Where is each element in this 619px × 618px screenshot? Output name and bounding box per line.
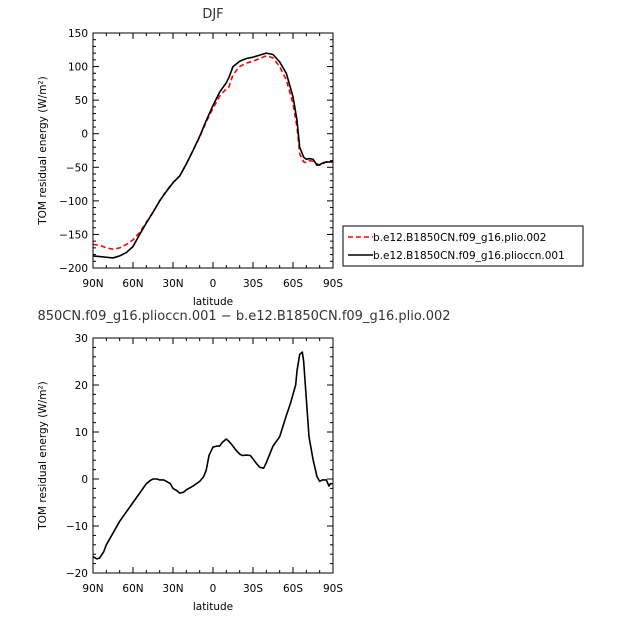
x-tick-label: 30N — [162, 583, 183, 595]
x-tick-label: 60N — [122, 583, 143, 595]
chart-top: DJF 90N 60N 30N 0 30S 60S 90S −200 −150 −100 −50 0 5… — [37, 7, 584, 308]
chart-bottom-title: 850CN.f09_g16.plioccn.001 − b.e12.B1850C… — [37, 309, 450, 324]
y-tick-label: 50 — [75, 95, 88, 107]
chart-bottom-xlabel: latitude — [193, 601, 233, 613]
x-tick-label: 90S — [323, 583, 343, 595]
series-line-0 — [92, 55, 334, 250]
x-tick-label: 60N — [122, 278, 143, 290]
y-tick-label: −50 — [66, 162, 88, 174]
legend-box — [342, 225, 584, 267]
chart-top-title: DJF — [202, 7, 223, 22]
chart-top-frame — [92, 32, 334, 269]
chart-bottom-series — [92, 351, 333, 560]
chart-top-legend: b.e12.B1850CN.f09_g16.plio.002 b.e12.B18… — [342, 225, 584, 267]
legend-label-plioccn: b.e12.B1850CN.f09_g16.plioccn.001 — [373, 250, 565, 262]
chart-top-ticks: 90N 60N 30N 0 30S 60S 90S −200 −150 −100 −50 0 50 100… — [59, 28, 343, 290]
x-tick-label: 0 — [210, 278, 217, 290]
x-tick-label: 60S — [283, 583, 303, 595]
series-line-1 — [92, 52, 334, 259]
y-tick-label: −20 — [66, 568, 88, 580]
x-tick-label: 90S — [323, 278, 343, 290]
chart-top-xlabel: latitude — [193, 296, 233, 308]
chart-bottom-ylabel: TOM residual energy (W/m²) — [37, 381, 49, 531]
chart-bottom: 850CN.f09_g16.plioccn.001 − b.e12.B1850C… — [37, 309, 451, 613]
series-line-0 — [92, 351, 333, 560]
y-tick-label: −150 — [59, 229, 88, 241]
x-tick-label: 90N — [82, 278, 103, 290]
y-tick-label: 20 — [75, 380, 88, 392]
x-tick-label: 30S — [243, 583, 263, 595]
y-tick-label: −100 — [59, 196, 88, 208]
y-tick-label: 0 — [81, 474, 88, 486]
chart-top-series — [92, 52, 334, 259]
y-tick-label: 10 — [75, 427, 88, 439]
chart-bottom-ticks: 90N 60N 30N 0 30S 60S 90S −20 −10 0 10 20 30 — [66, 333, 344, 595]
x-tick-label: 60S — [283, 278, 303, 290]
y-tick-label: 100 — [68, 62, 88, 74]
x-tick-label: 0 — [210, 583, 217, 595]
y-tick-label: 0 — [81, 129, 88, 141]
x-tick-label: 90N — [82, 583, 103, 595]
legend-label-plio: b.e12.B1850CN.f09_g16.plio.002 — [373, 232, 546, 244]
y-tick-label: 150 — [68, 28, 88, 40]
y-tick-label: 30 — [75, 333, 88, 345]
x-tick-label: 30S — [243, 278, 263, 290]
y-tick-label: −200 — [59, 263, 88, 275]
y-tick-label: −10 — [66, 521, 88, 533]
chart-top-ylabel: TOM residual energy (W/m²) — [37, 76, 49, 226]
x-tick-label: 30N — [162, 278, 183, 290]
